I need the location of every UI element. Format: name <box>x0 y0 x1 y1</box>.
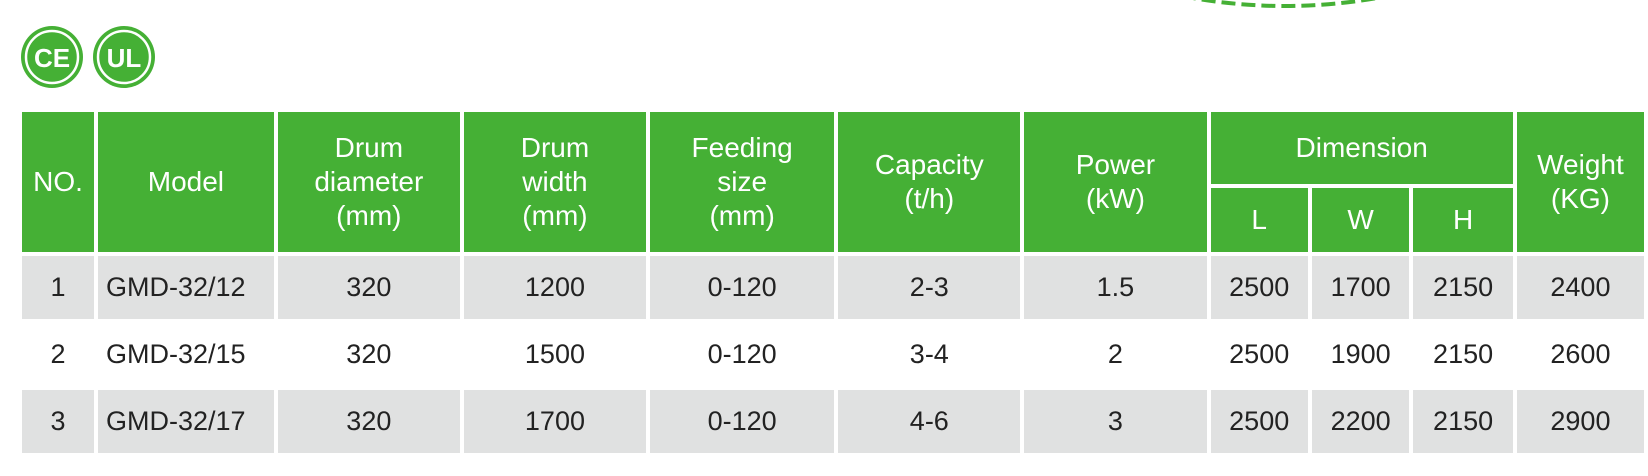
cell-dimension-h: 2150 <box>1413 323 1513 386</box>
cell-no: 3 <box>22 390 94 453</box>
header-line: Drum <box>520 132 590 163</box>
header-line: (KG) <box>1550 183 1610 214</box>
header-line: (mm) <box>709 200 775 231</box>
cell-drum-diameter: 320 <box>277 390 460 453</box>
cell-drum-diameter: 320 <box>277 256 460 319</box>
header-line: Power <box>1075 149 1156 180</box>
cell-dimension-w: 2200 <box>1311 390 1410 453</box>
table-header: NO. Model Drum diameter (mm) Drum width … <box>22 112 1644 252</box>
cell-dimension-l: 2500 <box>1210 390 1308 453</box>
decorative-arc <box>1192 0 1378 8</box>
cell-drum-width: 1500 <box>463 323 647 386</box>
table-row: 1 GMD-32/12 320 1200 0-120 2-3 1.5 2500 … <box>22 256 1644 319</box>
cell-capacity: 3-4 <box>838 323 1021 386</box>
header-line: Capacity <box>874 149 984 180</box>
header-no: NO. <box>22 112 94 252</box>
ce-mark-icon: CE <box>21 26 83 88</box>
cell-no: 2 <box>22 323 94 386</box>
header-line: (mm) <box>522 200 588 231</box>
cell-power: 2 <box>1024 323 1207 386</box>
cell-feeding-size: 0-120 <box>650 390 835 453</box>
cell-weight: 2600 <box>1516 323 1644 386</box>
table-row: 3 GMD-32/17 320 1700 0-120 4-6 3 2500 22… <box>22 390 1644 453</box>
cell-dimension-h: 2150 <box>1413 390 1513 453</box>
cell-drum-width: 1700 <box>463 390 647 453</box>
header-dimension-l: L <box>1210 188 1308 252</box>
header-line: Weight <box>1537 149 1624 180</box>
ul-mark-icon: UL <box>93 26 155 88</box>
header-line: diameter <box>314 166 424 197</box>
header-weight: Weight (KG) <box>1516 112 1644 252</box>
svg-text:CE: CE <box>34 43 70 73</box>
header-model: Model <box>98 112 274 252</box>
header-line: Feeding <box>691 132 793 163</box>
table-body: 1 GMD-32/12 320 1200 0-120 2-3 1.5 2500 … <box>22 256 1644 453</box>
header-dimension-w: W <box>1311 188 1410 252</box>
cell-feeding-size: 0-120 <box>650 323 835 386</box>
header-capacity: Capacity (t/h) <box>838 112 1021 252</box>
cell-dimension-w: 1900 <box>1311 323 1410 386</box>
cell-dimension-h: 2150 <box>1413 256 1513 319</box>
cell-feeding-size: 0-120 <box>650 256 835 319</box>
cell-dimension-l: 2500 <box>1210 323 1308 386</box>
table-row: 2 GMD-32/15 320 1500 0-120 3-4 2 2500 19… <box>22 323 1644 386</box>
header-line: (mm) <box>336 200 402 231</box>
cell-model: GMD-32/17 <box>98 390 274 453</box>
spec-table: NO. Model Drum diameter (mm) Drum width … <box>18 108 1648 457</box>
header-line: Drum <box>334 132 404 163</box>
cell-capacity: 4-6 <box>838 390 1021 453</box>
cell-dimension-w: 1700 <box>1311 256 1410 319</box>
header-dimension-h: H <box>1413 188 1513 252</box>
cell-drum-width: 1200 <box>463 256 647 319</box>
header-line: width <box>522 166 588 197</box>
header-feeding-size: Feeding size (mm) <box>650 112 835 252</box>
header-line: size <box>717 166 768 197</box>
header-power: Power (kW) <box>1024 112 1207 252</box>
cell-weight: 2400 <box>1516 256 1644 319</box>
header-dimension: Dimension <box>1210 112 1513 184</box>
cell-power: 1.5 <box>1024 256 1207 319</box>
cell-model: GMD-32/15 <box>98 323 274 386</box>
svg-text:UL: UL <box>107 43 142 73</box>
cell-dimension-l: 2500 <box>1210 256 1308 319</box>
cell-power: 3 <box>1024 390 1207 453</box>
cell-capacity: 2-3 <box>838 256 1021 319</box>
cell-model: GMD-32/12 <box>98 256 274 319</box>
header-line: (kW) <box>1085 183 1145 214</box>
cell-no: 1 <box>22 256 94 319</box>
header-line: (t/h) <box>904 183 955 214</box>
header-drum-diameter: Drum diameter (mm) <box>277 112 460 252</box>
cell-drum-diameter: 320 <box>277 323 460 386</box>
certification-logos: CE UL <box>20 25 156 89</box>
cell-weight: 2900 <box>1516 390 1644 453</box>
header-drum-width: Drum width (mm) <box>463 112 647 252</box>
